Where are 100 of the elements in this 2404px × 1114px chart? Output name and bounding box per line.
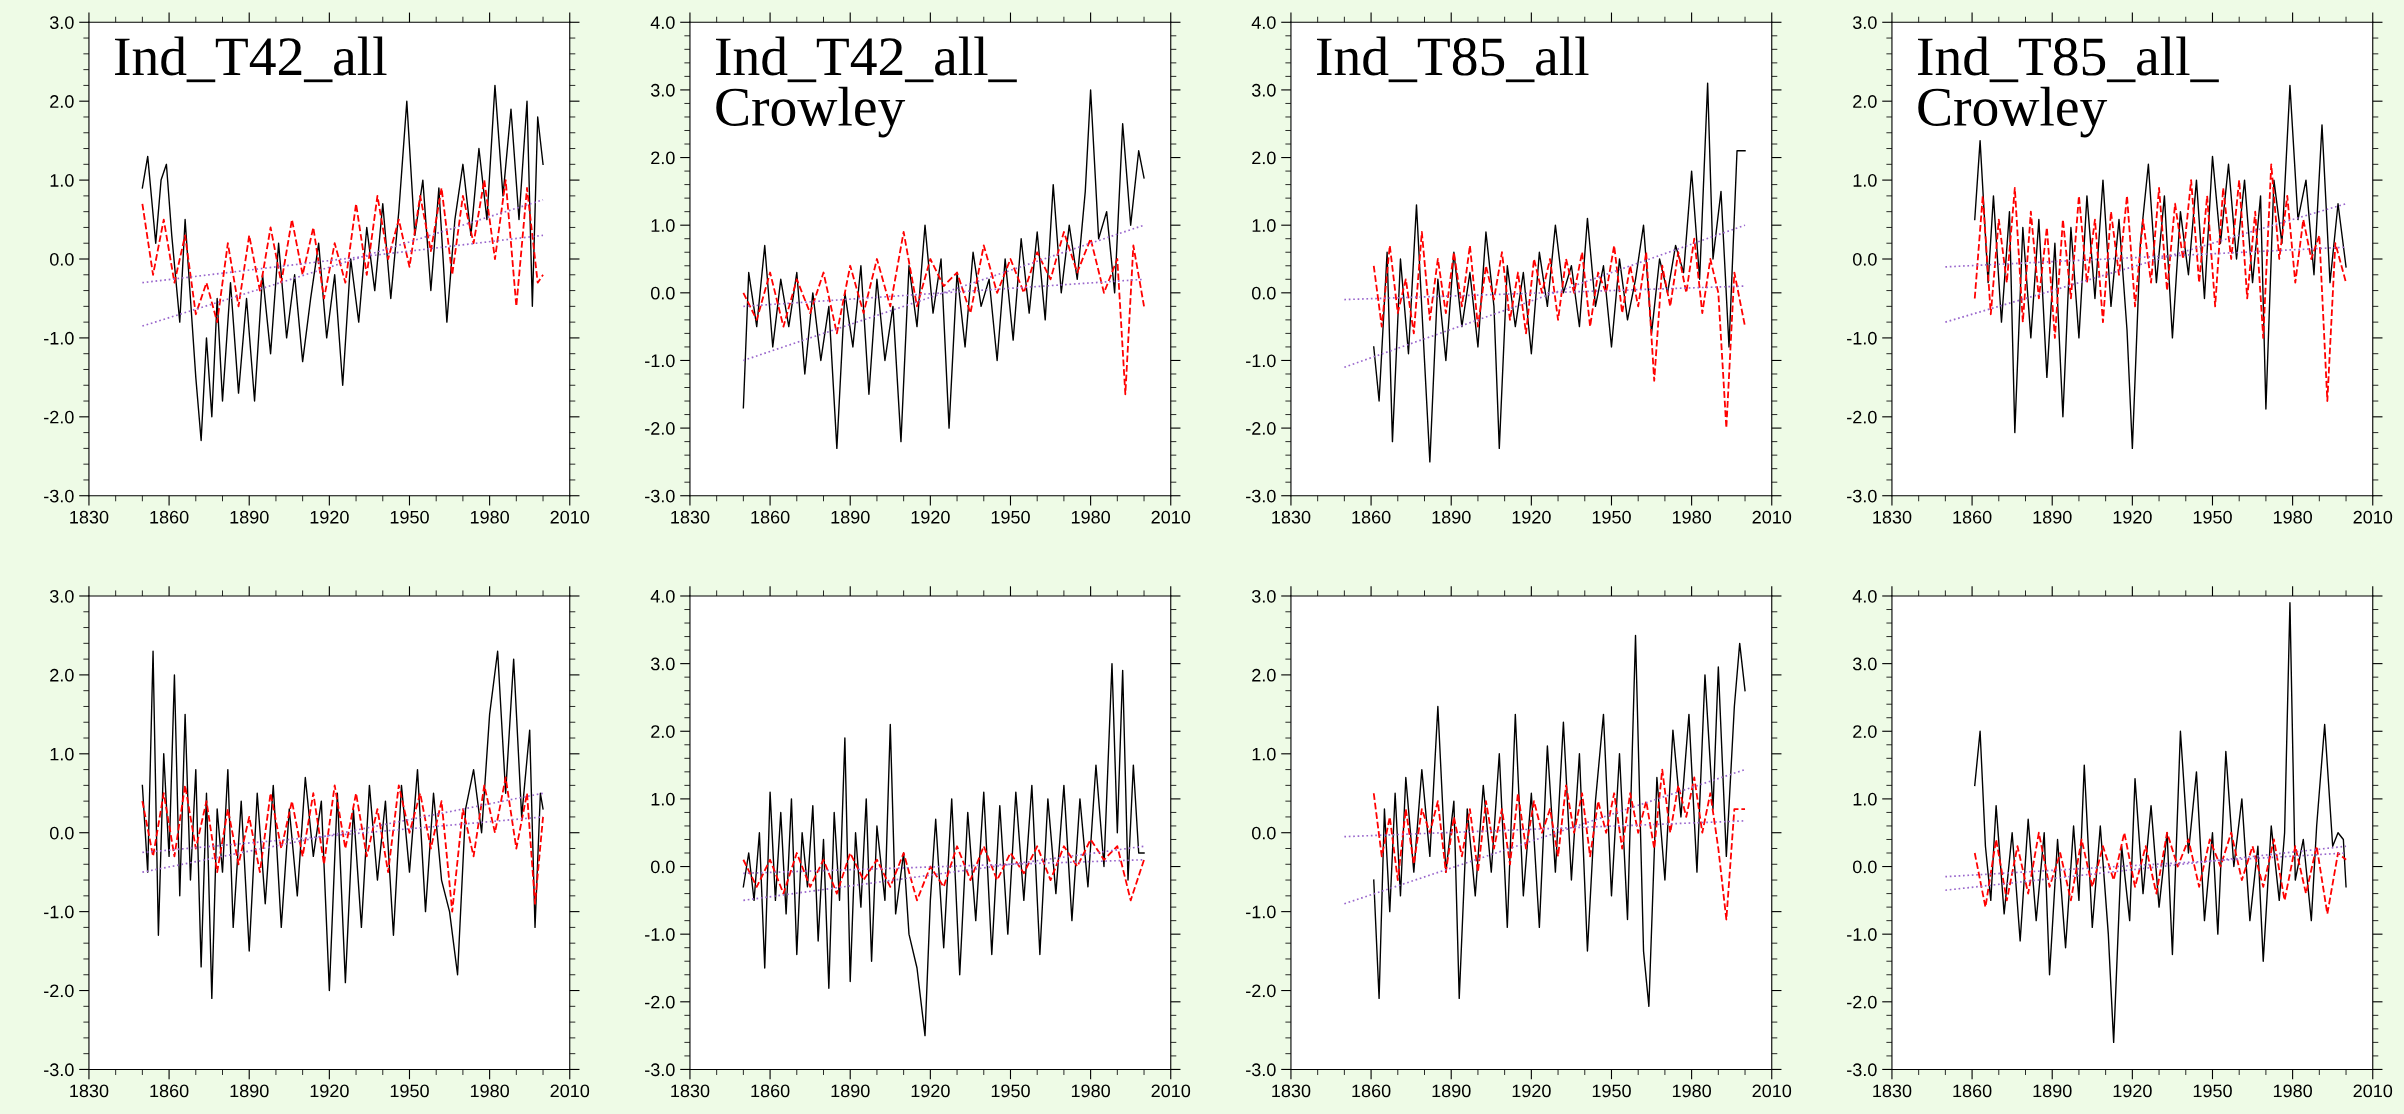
x-tick-label: 1830	[671, 510, 710, 524]
line-series	[742, 662, 1145, 1037]
y-tick-label: 1.0	[1252, 219, 1276, 232]
line-series	[141, 776, 544, 913]
x-tick-label: 2010	[550, 510, 590, 524]
y-tick-label: 3.0	[1251, 589, 1276, 603]
y-tick-label: 2.0	[1853, 725, 1877, 738]
x-tick-label: 2010	[2353, 1084, 2393, 1098]
x-tick-label: 1860	[1953, 510, 1992, 524]
y-tick-label: 1.0	[651, 219, 675, 232]
x-tick-label: 1830	[671, 1084, 710, 1098]
y-tick-label: -3.0	[645, 1063, 675, 1077]
y-tick-label: 2.0	[1252, 151, 1276, 165]
chart-title: Ind_T85_all	[1316, 36, 1589, 83]
y-tick-label: 3.0	[1852, 16, 1877, 29]
x-tick-label: 1860	[150, 1084, 189, 1098]
x-tick-label: 2010	[1752, 1084, 1792, 1098]
x-tick-label: 1920	[911, 1084, 950, 1098]
y-tick-label: 0.0	[1852, 860, 1877, 874]
y-tick-label: 3.0	[1852, 657, 1877, 671]
x-tick-label: 1920	[1512, 1084, 1551, 1098]
x-tick-label: 1980	[470, 1084, 509, 1098]
y-tick-label: 4.0	[650, 589, 675, 603]
x-tick-label: 1860	[1352, 1084, 1391, 1098]
y-tick-label: -1.0	[1847, 331, 1877, 345]
x-tick-label: 1860	[1953, 1084, 1992, 1098]
y-tick-label: 4.0	[1251, 16, 1276, 29]
x-tick-label: 1890	[831, 1084, 870, 1098]
y-tick-label: 1.0	[50, 747, 74, 761]
x-tick-label: 1980	[1672, 510, 1711, 524]
y-tick-label: -1.0	[1847, 928, 1877, 941]
x-tick-label: 1950	[390, 1084, 429, 1098]
x-tick-label: 1920	[310, 510, 349, 524]
x-tick-label: 1980	[1071, 510, 1110, 524]
x-tick-label: 1950	[2193, 510, 2232, 524]
x-tick-label: 1860	[751, 510, 790, 524]
y-tick-label: -1.0	[44, 331, 74, 345]
x-tick-label: 2010	[550, 1084, 590, 1098]
line-series	[1372, 768, 1746, 921]
y-tick-label: 3.0	[1251, 83, 1276, 97]
y-tick-label: 1.0	[1252, 747, 1276, 761]
y-tick-label: -1.0	[1246, 354, 1276, 368]
x-tick-label: 1860	[1352, 510, 1391, 524]
x-tick-label: 1980	[2273, 510, 2312, 524]
y-tick-label: 0.0	[650, 286, 675, 300]
x-tick-label: 1950	[390, 510, 429, 524]
y-tick-label: -2.0	[645, 995, 675, 1009]
x-tick-label: 1920	[1512, 510, 1551, 524]
line-series	[1973, 831, 2347, 915]
line-series	[1372, 231, 1746, 429]
x-tick-label: 1980	[1071, 1084, 1110, 1098]
y-tick-label: 2.0	[1853, 95, 1877, 108]
line-series	[1973, 163, 2347, 402]
y-tick-label: 4.0	[1852, 589, 1877, 603]
y-tick-label: 2.0	[651, 725, 675, 738]
y-tick-label: 3.0	[650, 657, 675, 671]
y-tick-label: 1.0	[50, 174, 74, 187]
y-tick-label: -2.0	[1246, 422, 1276, 435]
x-tick-label: 1980	[1672, 1084, 1711, 1098]
line-series	[742, 231, 1145, 396]
y-tick-label: 3.0	[49, 589, 74, 603]
x-tick-label: 1920	[2113, 510, 2152, 524]
x-tick-label: 1830	[70, 510, 109, 524]
y-tick-label: 0.0	[1852, 252, 1877, 266]
chart-title: Ind_T42_all	[114, 36, 387, 83]
x-tick-label: 1950	[2193, 1084, 2232, 1098]
x-tick-label: 2010	[1752, 510, 1792, 524]
x-tick-label: 1830	[1873, 510, 1912, 524]
y-tick-label: 0.0	[49, 826, 74, 840]
line-series	[1373, 634, 1746, 1008]
y-tick-label: 0.0	[1251, 286, 1276, 300]
y-tick-label: -3.0	[645, 489, 675, 503]
x-tick-label: 1890	[2033, 1084, 2072, 1098]
x-tick-label: 1890	[230, 510, 269, 524]
y-tick-label: -1.0	[1246, 905, 1276, 919]
x-tick-label: 1980	[2273, 1084, 2312, 1098]
y-tick-label: -2.0	[1246, 984, 1276, 998]
y-tick-label: 4.0	[650, 16, 675, 29]
y-tick-label: 1.0	[1853, 174, 1877, 187]
x-tick-label: 1890	[831, 510, 870, 524]
y-tick-label: -3.0	[1246, 1063, 1276, 1077]
x-tick-label: 1950	[1592, 510, 1631, 524]
y-tick-label: -2.0	[1847, 995, 1877, 1009]
x-tick-label: 1830	[1272, 510, 1311, 524]
y-tick-label: 0.0	[1251, 826, 1276, 840]
y-tick-label: -3.0	[44, 489, 74, 503]
y-tick-label: 2.0	[50, 95, 74, 108]
y-tick-label: 0.0	[650, 860, 675, 874]
y-tick-label: 1.0	[1853, 792, 1877, 806]
y-tick-label: -3.0	[44, 1063, 74, 1077]
y-tick-label: 1.0	[651, 792, 675, 806]
x-tick-label: 2010	[1151, 1084, 1191, 1098]
y-tick-label: -3.0	[1246, 489, 1276, 503]
x-tick-label: 1890	[1432, 1084, 1471, 1098]
line-series	[1373, 82, 1746, 463]
line-series	[141, 84, 544, 442]
x-tick-label: 1950	[991, 510, 1030, 524]
x-tick-label: 2010	[2353, 510, 2393, 524]
x-tick-label: 1830	[70, 1084, 109, 1098]
x-tick-label: 1950	[991, 1084, 1030, 1098]
